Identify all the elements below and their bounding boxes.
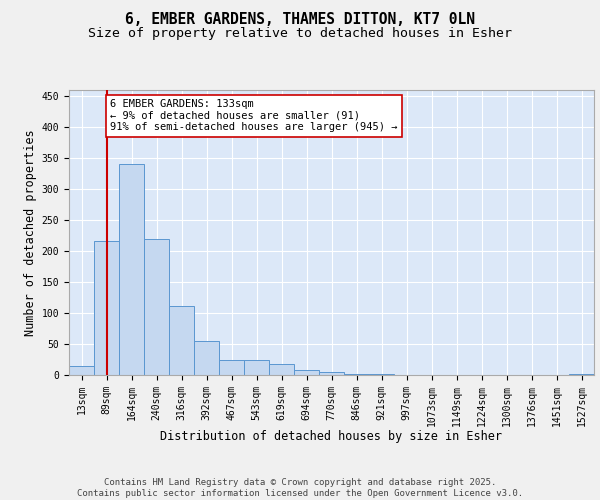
X-axis label: Distribution of detached houses by size in Esher: Distribution of detached houses by size … [161, 430, 503, 443]
Bar [269, 364, 294, 375]
Bar [294, 370, 319, 375]
Bar [319, 372, 344, 375]
Bar [169, 306, 194, 375]
Bar [194, 341, 219, 375]
Bar [369, 374, 394, 375]
Bar [244, 360, 269, 375]
Bar [94, 241, 119, 375]
Text: Size of property relative to detached houses in Esher: Size of property relative to detached ho… [88, 28, 512, 40]
Text: 6, EMBER GARDENS, THAMES DITTON, KT7 0LN: 6, EMBER GARDENS, THAMES DITTON, KT7 0LN [125, 12, 475, 28]
Y-axis label: Number of detached properties: Number of detached properties [25, 129, 37, 336]
Text: Contains HM Land Registry data © Crown copyright and database right 2025.
Contai: Contains HM Land Registry data © Crown c… [77, 478, 523, 498]
Text: 6 EMBER GARDENS: 133sqm
← 9% of detached houses are smaller (91)
91% of semi-det: 6 EMBER GARDENS: 133sqm ← 9% of detached… [110, 100, 398, 132]
Bar [569, 374, 594, 375]
Bar [144, 238, 169, 375]
Bar [219, 360, 244, 375]
Bar [344, 374, 369, 375]
Bar [119, 164, 144, 375]
Bar [69, 366, 94, 375]
